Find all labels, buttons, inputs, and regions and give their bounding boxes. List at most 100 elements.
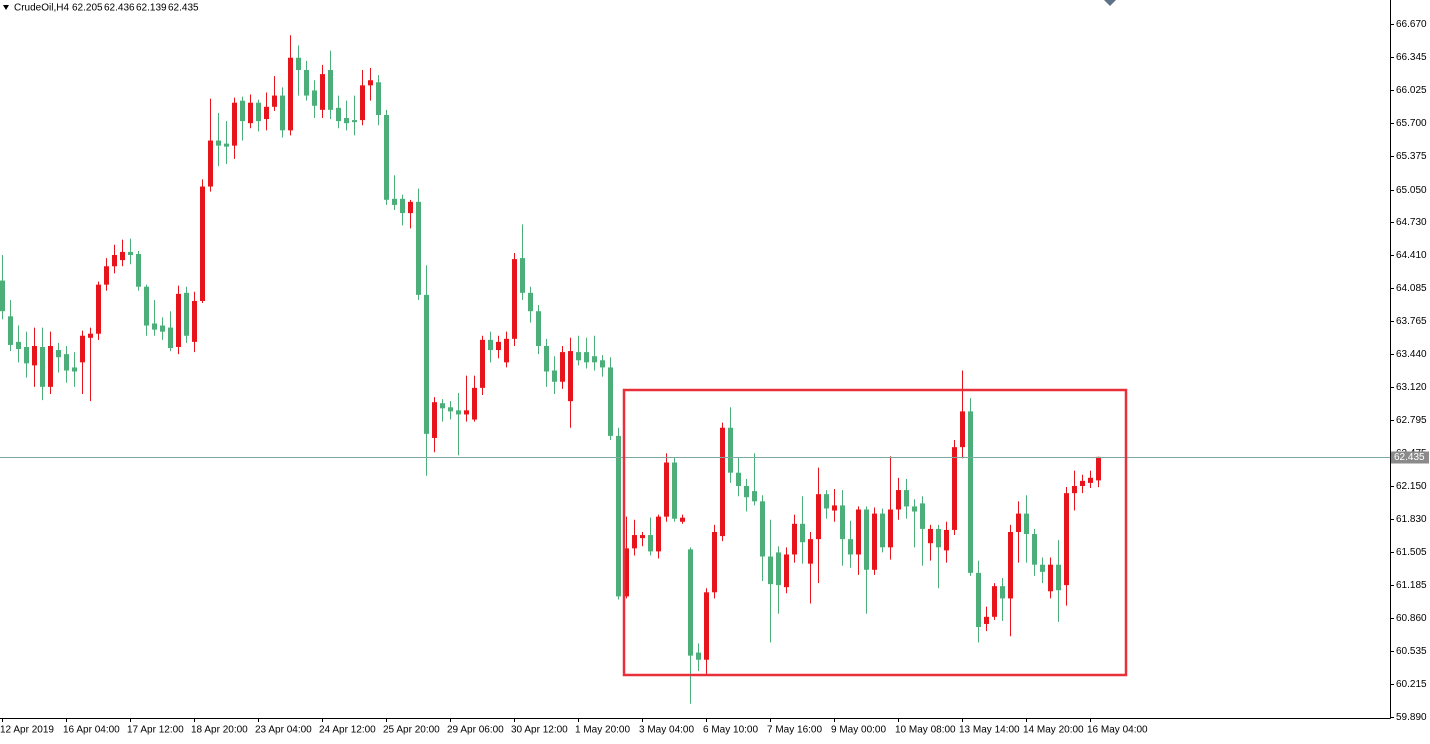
candle-body — [448, 407, 453, 412]
candle-body — [728, 427, 733, 473]
candle-body — [664, 462, 669, 517]
candle-body — [24, 346, 29, 364]
candle-body — [224, 143, 229, 147]
candle-body — [824, 494, 829, 509]
x-tick-label: 29 Apr 06:00 — [447, 725, 504, 736]
header-open: 62.205 — [72, 3, 103, 14]
candle-body — [720, 427, 725, 537]
candle-body — [1016, 513, 1021, 532]
candle-body — [1072, 485, 1077, 494]
candle-body — [312, 90, 317, 106]
candle-body — [64, 354, 69, 371]
candle-body — [392, 198, 397, 205]
x-tick-label: 30 Apr 12:00 — [511, 725, 568, 736]
candle-body — [792, 523, 797, 555]
y-tick-label: 66.345 — [1396, 52, 1427, 63]
candle-body — [912, 506, 917, 512]
candle-body — [320, 74, 325, 110]
candle-body — [456, 410, 461, 415]
y-tick-label: 65.700 — [1396, 118, 1427, 129]
y-tick-label: 63.120 — [1396, 382, 1427, 393]
candle-body — [1080, 480, 1085, 486]
y-tick-label: 66.025 — [1396, 85, 1427, 96]
candle-body — [704, 592, 709, 660]
y-tick-label: 64.410 — [1396, 250, 1427, 261]
candle-body — [800, 523, 805, 543]
candle-body — [72, 367, 77, 372]
candle-body — [616, 435, 621, 597]
candle-body — [304, 70, 309, 96]
candle-body — [944, 529, 949, 551]
candle-body — [488, 339, 493, 351]
candle-body — [968, 411, 973, 573]
candle-body — [104, 266, 109, 285]
x-tick-label: 17 Apr 12:00 — [127, 725, 184, 736]
candle-body — [640, 535, 645, 539]
y-tick-label: 59.890 — [1396, 712, 1427, 723]
candle-body — [976, 572, 981, 628]
candle-body — [80, 335, 85, 363]
candle-body — [928, 528, 933, 544]
candle-body — [880, 513, 885, 548]
candle-body — [1096, 456, 1101, 481]
y-tick-label: 65.375 — [1396, 151, 1427, 162]
candle-body — [656, 516, 661, 552]
candle-body — [368, 80, 373, 86]
candle-body — [752, 491, 757, 502]
candle-body — [672, 462, 677, 519]
candle-body — [440, 403, 445, 409]
x-tick-label: 18 Apr 20:00 — [191, 725, 248, 736]
candle-body — [344, 118, 349, 124]
x-tick-label: 3 May 04:00 — [639, 725, 694, 736]
candle-body — [536, 311, 541, 346]
x-tick-label: 16 May 04:00 — [1087, 725, 1148, 736]
candle-body — [832, 505, 837, 511]
candle-body — [960, 411, 965, 448]
candle-body — [584, 352, 589, 363]
candle-body — [272, 95, 277, 107]
price-label: 62.435 — [1394, 452, 1425, 463]
x-tick-label: 1 May 20:00 — [575, 725, 630, 736]
y-tick-label: 61.185 — [1396, 580, 1427, 591]
candle-body — [600, 360, 605, 368]
candle-body — [136, 253, 141, 287]
y-tick-label: 62.150 — [1396, 481, 1427, 492]
chart-title: CrudeOil,H4 — [14, 3, 69, 14]
candle-body — [648, 535, 653, 552]
candle-body — [424, 294, 429, 434]
candle-body — [152, 323, 157, 330]
candle-body — [472, 387, 477, 420]
candle-body — [56, 350, 61, 358]
candle-body — [736, 472, 741, 486]
candle-body — [8, 316, 13, 345]
x-tick-label: 10 May 08:00 — [895, 725, 956, 736]
y-tick-label: 61.830 — [1396, 514, 1427, 525]
candle-body — [688, 549, 693, 656]
header-high: 62.436 — [104, 3, 135, 14]
x-tick-label: 7 May 16:00 — [767, 725, 822, 736]
y-tick-label: 60.535 — [1396, 646, 1427, 657]
candle-body — [464, 410, 469, 415]
candle-body — [696, 652, 701, 660]
candle-body — [1048, 564, 1053, 592]
candle-body — [904, 490, 909, 507]
candle-body — [120, 251, 125, 261]
candle-body — [632, 535, 637, 549]
candle-body — [416, 201, 421, 295]
candle-body — [592, 356, 597, 363]
x-tick-label: 9 May 00:00 — [831, 725, 886, 736]
candle-body — [280, 95, 285, 131]
candle-body — [48, 345, 53, 387]
x-tick-label: 25 Apr 20:00 — [383, 725, 440, 736]
candle-body — [248, 102, 253, 124]
x-tick-label: 12 Apr 2019 — [0, 725, 54, 736]
range-rectangle — [622, 388, 1128, 677]
candle-body — [512, 259, 517, 339]
candle-body — [1008, 531, 1013, 599]
candle-body — [264, 106, 269, 120]
candle-body — [1056, 564, 1061, 591]
menu-triangle — [3, 5, 9, 10]
candle-body — [384, 114, 389, 200]
